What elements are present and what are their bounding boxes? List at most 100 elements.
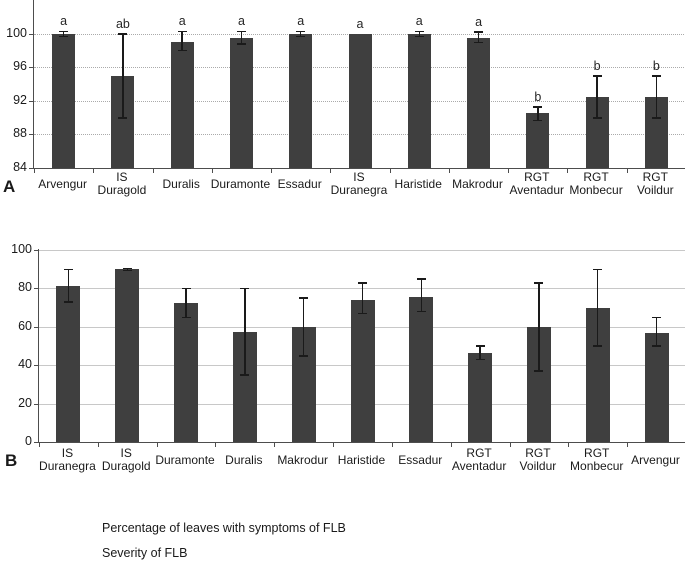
bar-haristide [350, 299, 375, 442]
x-tick-mark [97, 442, 99, 447]
error-bar-cap [414, 30, 424, 33]
x-tick-mark [508, 168, 510, 173]
panel-label-b: B [5, 451, 18, 470]
error-bar-stem [122, 33, 124, 118]
error-bar-cap [651, 75, 661, 77]
bar-is-duragold [111, 75, 135, 168]
error-bar-cap [181, 287, 191, 290]
error-bar-cap [240, 287, 250, 290]
y-tick-mark [29, 100, 33, 102]
error-bar-stem [62, 31, 65, 37]
bar-rgt-voildur [644, 96, 668, 168]
bar-arvengur [644, 332, 669, 442]
x-tick-mark [627, 442, 629, 447]
error-bar-cap [59, 30, 69, 33]
bar-duralis [170, 42, 194, 168]
significance-letter: a [60, 14, 68, 29]
x-tick-mark [271, 168, 273, 173]
error-bar-stem [479, 345, 481, 360]
bar-arvengur [52, 33, 76, 168]
bar-makrodur [467, 37, 491, 168]
x-tick-mark [156, 442, 158, 447]
y-tick-label-100: 100 [11, 241, 32, 256]
error-bar-cap [236, 43, 246, 45]
error-bar-cap [296, 35, 306, 38]
error-bar-stem [597, 269, 599, 346]
x-tick-mark [450, 442, 452, 447]
error-bar-stem [361, 282, 364, 314]
error-bar-stem [596, 75, 598, 118]
x-tick-mark [39, 442, 40, 447]
caption-line-1: Percentage of leaves with symptoms of FL… [102, 521, 346, 535]
error-bar-cap [592, 75, 602, 77]
error-bar-cap [593, 268, 603, 271]
bar-haristide [407, 33, 431, 168]
plot-area-b [38, 249, 685, 447]
error-bar-stem [302, 297, 305, 356]
y-tick-mark [34, 403, 38, 405]
figure-captions: Percentage of leaves with symptoms of FL… [102, 521, 346, 564]
bar-rgt-aventadur [526, 113, 550, 168]
error-bar-cap [475, 345, 485, 347]
error-bar-cap [177, 30, 187, 33]
y-tick-label-80: 80 [18, 280, 32, 295]
y-tick-label-40: 40 [18, 357, 32, 372]
caption-line-2: Severity of FLB [102, 546, 188, 560]
error-bar-cap [63, 268, 73, 271]
error-bar-cap [122, 267, 132, 270]
grid-line-100 [39, 249, 685, 251]
x-tick-label-duramonte: Duramonte [210, 176, 271, 191]
x-tick-label-haristide: Haristide [394, 176, 442, 191]
error-bar-cap [593, 345, 603, 347]
significance-letter: a [475, 14, 483, 29]
error-bar-stem [477, 31, 480, 42]
x-tick-mark [391, 442, 393, 447]
error-bar-cap [299, 297, 309, 299]
error-bar-cap [414, 35, 424, 38]
x-tick-label-duralis: Duralis [162, 176, 200, 191]
y-tick-mark [34, 288, 38, 290]
y-tick-mark [29, 67, 33, 69]
error-bar-cap [651, 117, 661, 119]
y-tick-mark [34, 365, 38, 367]
bar-duramonte [229, 37, 253, 168]
significance-letter: a [178, 14, 186, 29]
significance-letter: ab [115, 16, 130, 31]
x-tick-label-rgt-aventadur: RGT Aventadur [509, 170, 565, 197]
y-tick-mark [34, 326, 38, 328]
y-tick-label-0: 0 [25, 434, 32, 448]
error-bar-stem [240, 31, 243, 44]
x-tick-mark [626, 168, 628, 173]
x-tick-mark [211, 168, 213, 173]
x-tick-label-rgt-voildur: RGT Voildur [519, 446, 557, 473]
error-bar-stem [67, 269, 70, 302]
error-bar-stem [538, 282, 540, 371]
error-bar-cap [416, 278, 426, 280]
error-bar-cap [533, 106, 543, 108]
x-tick-label-makrodur: Makrodur [277, 452, 328, 467]
y-tick-mark [29, 33, 33, 35]
error-bar-stem [537, 106, 539, 121]
y-tick-label-84: 84 [13, 160, 27, 174]
error-bar-cap [592, 117, 602, 119]
error-bar-stem [300, 31, 302, 37]
x-tick-mark [567, 168, 569, 173]
x-tick-label-rgt-monbecur: RGT Monbecur [570, 446, 624, 473]
error-bar-cap [652, 316, 662, 319]
error-bar-stem [244, 288, 246, 375]
x-tick-label-rgt-aventadur: RGT Aventadur [451, 446, 507, 473]
x-tick-label-duramonte: Duramonte [155, 452, 215, 467]
error-bar-stem [655, 317, 658, 346]
x-axis-labels-a: Arvengur IS Duragold Duralis Duramonte Essad… [33, 170, 685, 198]
x-tick-mark [333, 442, 335, 447]
x-tick-label-makrodur: Makrodur [452, 176, 503, 191]
significance-letter: a [415, 14, 423, 29]
y-tick-mark [34, 249, 38, 251]
x-tick-label-is-duragold: IS Duragold [101, 446, 151, 473]
x-tick-mark [274, 442, 276, 447]
error-bar-cap [474, 41, 484, 43]
x-tick-label-arvengur: Arvengur [38, 176, 87, 191]
error-bar-stem [655, 75, 658, 118]
